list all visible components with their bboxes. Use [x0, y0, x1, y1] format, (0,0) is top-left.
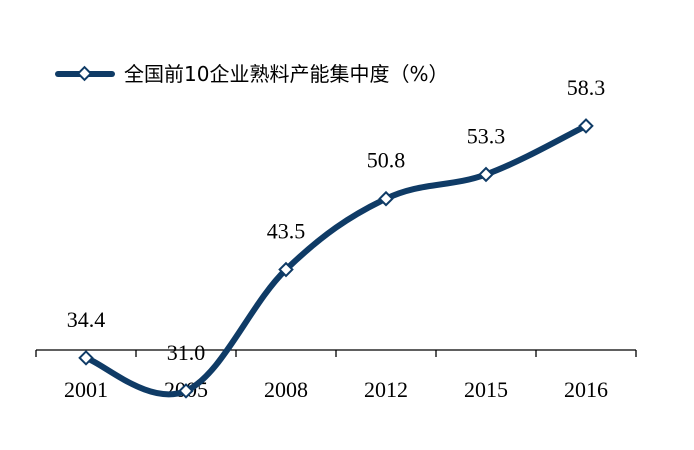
legend: 全国前10企业熟料产能集中度（%）: [55, 62, 448, 86]
data-point: [178, 383, 194, 399]
data-point: [78, 350, 94, 366]
x-tick-label: 2008: [264, 377, 308, 402]
data-label: 43.5: [267, 219, 306, 244]
x-axis-ticks: [35, 350, 637, 357]
data-label: 34.4: [67, 307, 106, 332]
legend-marker: [76, 65, 93, 82]
data-label: 58.3: [567, 75, 606, 100]
x-tick-label: 2016: [564, 377, 608, 402]
x-tick-label: 2012: [364, 377, 408, 402]
data-point: [578, 118, 594, 134]
data-point: [378, 190, 394, 207]
data-labels: 34.4 31.0 43.5 50.8 53.3 58.3: [67, 75, 606, 365]
legend-label: 全国前10企业熟料产能集中度（%）: [124, 62, 448, 86]
x-tick-label: 2001: [64, 377, 108, 402]
x-tick-label: 2015: [464, 377, 508, 402]
data-point: [278, 261, 294, 278]
series-markers: [78, 118, 594, 399]
data-label: 50.8: [367, 148, 406, 173]
data-point: [478, 166, 494, 183]
data-label: 53.3: [467, 123, 506, 148]
data-label: 31.0: [167, 340, 206, 365]
